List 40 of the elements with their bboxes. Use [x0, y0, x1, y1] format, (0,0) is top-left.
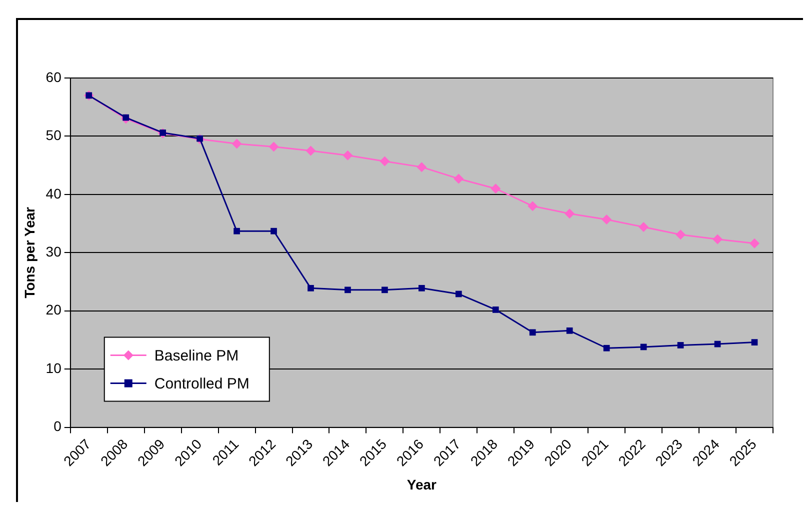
point — [640, 344, 647, 350]
point — [564, 208, 575, 219]
x-axis-title: Year — [406, 476, 438, 492]
point — [676, 230, 686, 240]
point — [638, 222, 649, 232]
y-tick-label: 50 — [46, 127, 62, 144]
y-tick-label: 0 — [54, 418, 62, 434]
y-tick-label: 40 — [46, 185, 62, 202]
point — [750, 238, 760, 248]
y-axis-title: Tons per Year — [21, 206, 38, 298]
point — [344, 286, 351, 294]
point — [418, 284, 425, 292]
point — [603, 344, 610, 352]
point — [380, 156, 390, 166]
point — [529, 329, 536, 336]
point — [492, 306, 499, 313]
point — [490, 184, 501, 194]
point — [270, 228, 277, 234]
point — [306, 146, 316, 156]
point — [342, 150, 353, 160]
y-tick-label: 20 — [46, 302, 62, 318]
point — [528, 201, 538, 212]
point — [712, 234, 723, 244]
point — [455, 290, 462, 298]
point — [602, 214, 612, 224]
legend-label: Controlled PM — [154, 375, 250, 392]
point — [382, 286, 388, 294]
point — [308, 284, 314, 292]
point — [234, 228, 240, 234]
point — [677, 342, 684, 348]
legend-label: Baseline PM — [154, 347, 239, 364]
y-tick-label: 10 — [46, 360, 62, 376]
point — [268, 142, 279, 152]
point — [454, 174, 464, 184]
point — [566, 327, 573, 334]
point — [232, 138, 242, 149]
point — [416, 162, 427, 172]
y-tick-label: 60 — [46, 68, 62, 85]
point — [751, 339, 758, 346]
y-tick-label: 30 — [46, 244, 62, 260]
